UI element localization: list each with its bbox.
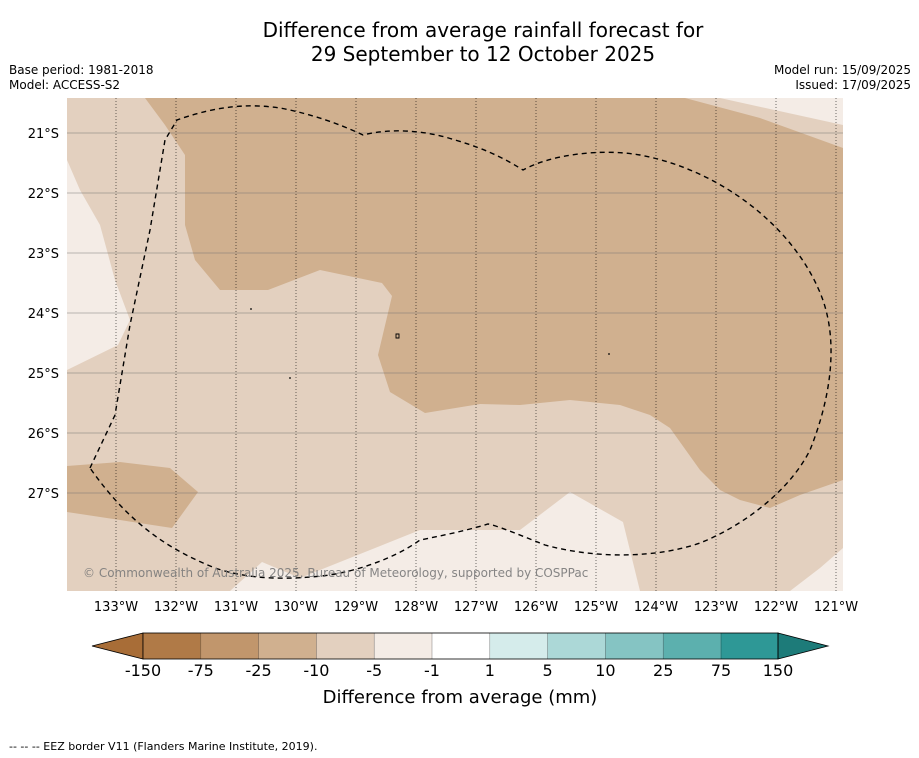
islet-2 <box>289 377 291 379</box>
colorbar-tick-labels: -150 -75 -25 -10 -5 -1 1 5 10 25 75 150 <box>125 661 793 680</box>
lat-label-26s: 26°S <box>28 427 59 442</box>
colorbar-tick-minus10: -10 <box>303 661 329 680</box>
lat-label-22s: 22°S <box>28 187 59 202</box>
islet-1 <box>250 308 252 310</box>
colorbar: -150 -75 -25 -10 -5 -1 1 5 10 25 75 150 … <box>91 632 830 708</box>
lon-label-129w: 129°W <box>334 600 378 615</box>
lat-label-27s: 27°S <box>28 487 59 502</box>
colorbar-tick-minus75: -75 <box>188 661 214 680</box>
colorbar-bin-7 <box>489 633 548 659</box>
lon-label-122w: 122°W <box>754 600 798 615</box>
colorbar-extend-low <box>91 632 144 660</box>
colorbar-tick-150: 150 <box>763 661 794 680</box>
title-line-2: 29 September to 12 October 2025 <box>310 42 656 66</box>
colorbar-bin-9 <box>605 633 664 659</box>
colorbar-tick-minus5: -5 <box>366 661 382 680</box>
colorbar-tick-5: 5 <box>543 661 553 680</box>
island-outline <box>395 333 400 339</box>
map-title: Difference from average rainfall forecas… <box>0 18 919 66</box>
lat-label-23s: 23°S <box>28 247 59 262</box>
colorbar-extend-high <box>777 632 830 660</box>
anomaly-band-minus5-to-minus1-south <box>230 492 640 591</box>
colorbar-bin-5 <box>374 633 432 659</box>
anomaly-band-minus5-to-minus1-southeast <box>790 548 843 591</box>
colorbar-bin-3 <box>258 633 317 659</box>
colorbar-tick-1: 1 <box>485 661 495 680</box>
lon-label-124w: 124°W <box>634 600 678 615</box>
lat-label-24s: 24°S <box>28 307 59 322</box>
colorbar-bin-1 <box>143 633 201 659</box>
title-line-1: Difference from average rainfall forecas… <box>262 18 704 42</box>
lat-label-21s: 21°S <box>28 127 59 142</box>
colorbar-tick-minus150: -150 <box>125 661 161 680</box>
rainfall-anomaly-field <box>67 98 843 591</box>
colorbar-tick-minus1: -1 <box>424 661 440 680</box>
colorbar-frame <box>142 632 779 660</box>
issued-date: Issued: 17/09/2025 <box>795 78 911 92</box>
colorbar-tick-25: 25 <box>653 661 673 680</box>
lon-label-130w: 130°W <box>274 600 318 615</box>
colorbar-bin-10 <box>663 633 721 659</box>
colorbar-tick-10: 10 <box>595 661 615 680</box>
lon-label-133w: 133°W <box>94 600 138 615</box>
lon-label-132w: 132°W <box>154 600 198 615</box>
anomaly-band-minus5-to-minus1-west <box>67 160 130 370</box>
model-run: Model run: 15/09/2025 <box>773 63 911 77</box>
colorbar-bin-2 <box>200 633 259 659</box>
colorbar-dividers <box>200 633 722 659</box>
anomaly-band-minus5-to-minus1-northeast <box>720 98 843 125</box>
islet-3 <box>608 353 610 355</box>
colorbar-label: Difference from average (mm) <box>323 687 598 708</box>
colorbar-bin-11 <box>721 633 778 659</box>
lon-label-123w: 123°W <box>694 600 738 615</box>
forecast-info-left: Base period: 1981-2018 Model: ACCESS-S2 <box>9 63 154 93</box>
copyright-notice: © Commonwealth of Australia 2025, Bureau… <box>83 566 588 580</box>
colorbar-tick-75: 75 <box>711 661 731 680</box>
lon-label-127w: 127°W <box>454 600 498 615</box>
lon-label-126w: 126°W <box>514 600 558 615</box>
lon-label-128w: 128°W <box>394 600 438 615</box>
lat-label-25s: 25°S <box>28 367 59 382</box>
model-name: Model: ACCESS-S2 <box>9 78 121 92</box>
base-period: Base period: 1981-2018 <box>9 63 154 77</box>
colorbar-bin-4 <box>316 633 375 659</box>
latitude-gridlines <box>67 132 843 494</box>
anomaly-band-minus25-to-minus10-main <box>145 98 843 508</box>
lon-label-125w: 125°W <box>574 600 618 615</box>
colorbar-tick-minus25: -25 <box>246 661 272 680</box>
colorbar-bin-6 <box>432 633 490 659</box>
longitude-gridlines <box>115 98 837 591</box>
eez-border-footnote: -- -- -- EEZ border V11 (Flanders Marine… <box>9 740 318 753</box>
eez-border <box>89 105 832 579</box>
latitude-labels: 21°S 22°S 23°S 24°S 25°S 26°S 27°S <box>28 127 59 502</box>
anomaly-band-minus25-to-minus10-southwest <box>67 462 198 528</box>
longitude-labels: 133°W 132°W 131°W 130°W 129°W 128°W 127°… <box>94 600 858 615</box>
lon-label-131w: 131°W <box>214 600 258 615</box>
lon-label-121w: 121°W <box>814 600 858 615</box>
forecast-info-right: Model run: 15/09/2025 Issued: 17/09/2025 <box>774 63 911 93</box>
colorbar-bin-8 <box>547 633 606 659</box>
